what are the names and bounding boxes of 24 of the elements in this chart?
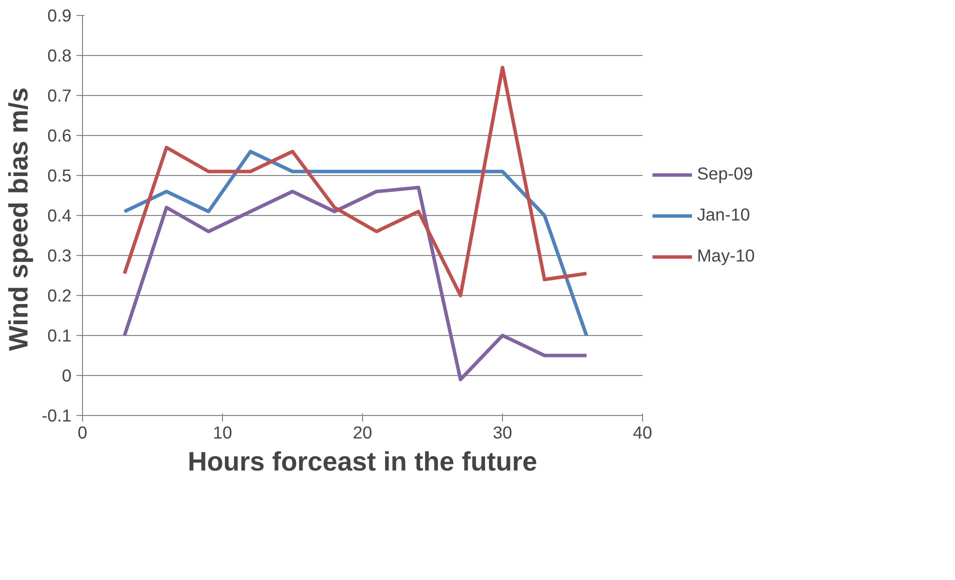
x-tick-label: 10: [212, 422, 232, 442]
y-tick-label: 0.9: [47, 6, 72, 26]
line-series: [122, 150, 588, 338]
y-tick-label: 0.1: [47, 326, 72, 346]
x-tick-label: 30: [492, 422, 512, 442]
legend-label: Jan-10: [697, 204, 751, 226]
y-tick-label: 0.6: [47, 126, 72, 146]
y-tick-label: -0.1: [42, 406, 72, 426]
x-tick-label: 40: [632, 422, 652, 442]
line-series: [122, 66, 588, 298]
y-tick-label: 0.7: [47, 86, 72, 106]
y-tick-label: 0.5: [47, 166, 72, 186]
x-tick-label: 20: [352, 422, 372, 442]
line-series: [122, 186, 588, 382]
y-tick-label: 0.8: [47, 46, 72, 66]
y-tick-label: 0.4: [47, 206, 72, 226]
y-axis-title: Wind speed bias m/s: [4, 87, 34, 351]
y-tick-label: 0.3: [47, 246, 72, 266]
x-axis-title: Hours forceast in the future: [188, 446, 538, 476]
legend-label: Sep-09: [697, 164, 754, 184]
y-tick-label: 0: [62, 366, 72, 386]
legend-label: May-10: [697, 246, 756, 266]
x-tick-label: 0: [78, 422, 88, 442]
y-tick-label: 0.2: [47, 286, 72, 306]
